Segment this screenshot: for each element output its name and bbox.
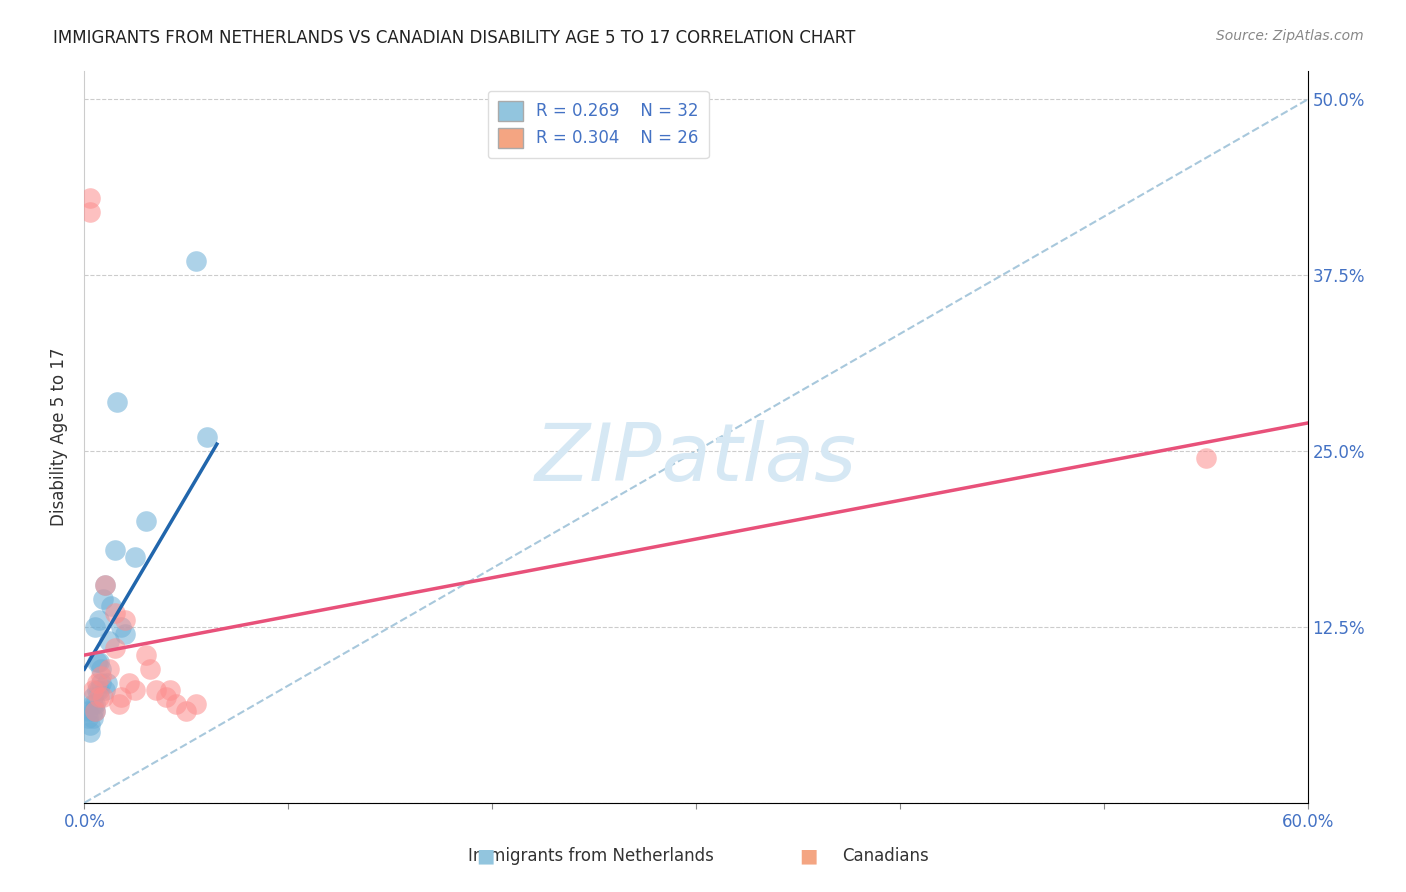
Point bbox=[97, 662, 120, 676]
Text: ■: ■ bbox=[475, 847, 495, 866]
Point bbox=[83, 705, 105, 719]
Point bbox=[82, 698, 104, 712]
Text: ■: ■ bbox=[799, 847, 818, 866]
Y-axis label: Disability Age 5 to 17: Disability Age 5 to 17 bbox=[51, 348, 69, 526]
Point bbox=[110, 690, 132, 705]
Point bbox=[77, 711, 100, 725]
Point bbox=[104, 641, 127, 656]
Point bbox=[114, 613, 136, 627]
Point bbox=[87, 683, 110, 698]
Point bbox=[110, 620, 132, 634]
Point bbox=[79, 205, 101, 219]
Point bbox=[90, 669, 112, 683]
Point bbox=[79, 718, 101, 732]
Point bbox=[83, 705, 105, 719]
Point bbox=[82, 683, 104, 698]
Legend: R = 0.269    N = 32, R = 0.304    N = 26: R = 0.269 N = 32, R = 0.304 N = 26 bbox=[488, 91, 709, 158]
Point bbox=[82, 690, 104, 705]
Point bbox=[124, 683, 146, 698]
Point bbox=[118, 676, 141, 690]
Point bbox=[159, 683, 181, 698]
Text: ZIPatlas: ZIPatlas bbox=[534, 420, 858, 498]
Text: Source: ZipAtlas.com: Source: ZipAtlas.com bbox=[1216, 29, 1364, 43]
Point bbox=[145, 683, 167, 698]
Point bbox=[100, 599, 122, 613]
Text: Immigrants from Netherlands: Immigrants from Netherlands bbox=[468, 847, 713, 865]
Point bbox=[90, 676, 112, 690]
Point bbox=[114, 627, 136, 641]
Point bbox=[124, 549, 146, 564]
Point bbox=[86, 683, 108, 698]
Point bbox=[1195, 451, 1218, 466]
Point bbox=[105, 395, 128, 409]
Point bbox=[77, 705, 100, 719]
Point bbox=[138, 662, 160, 676]
Point bbox=[195, 430, 218, 444]
Point bbox=[165, 698, 187, 712]
Point bbox=[82, 705, 104, 719]
Text: Canadians: Canadians bbox=[842, 847, 929, 865]
Point bbox=[93, 578, 115, 592]
Point bbox=[79, 725, 101, 739]
Point bbox=[186, 254, 208, 268]
Point bbox=[104, 606, 127, 620]
Point bbox=[135, 648, 157, 662]
Text: IMMIGRANTS FROM NETHERLANDS VS CANADIAN DISABILITY AGE 5 TO 17 CORRELATION CHART: IMMIGRANTS FROM NETHERLANDS VS CANADIAN … bbox=[53, 29, 856, 46]
Point bbox=[87, 613, 110, 627]
Point bbox=[87, 690, 110, 705]
Point bbox=[93, 578, 115, 592]
Point bbox=[93, 683, 115, 698]
Point bbox=[91, 591, 114, 606]
Point bbox=[91, 690, 114, 705]
Point bbox=[79, 191, 101, 205]
Point bbox=[96, 676, 118, 690]
Point bbox=[174, 705, 197, 719]
Point bbox=[104, 542, 127, 557]
Point bbox=[86, 655, 108, 669]
Point bbox=[186, 698, 208, 712]
Point bbox=[90, 662, 112, 676]
Point bbox=[83, 698, 105, 712]
Point bbox=[97, 634, 120, 648]
Point bbox=[82, 711, 104, 725]
Point bbox=[87, 655, 110, 669]
Point bbox=[135, 515, 157, 529]
Point bbox=[155, 690, 177, 705]
Point bbox=[86, 676, 108, 690]
Point bbox=[108, 698, 131, 712]
Point bbox=[83, 620, 105, 634]
